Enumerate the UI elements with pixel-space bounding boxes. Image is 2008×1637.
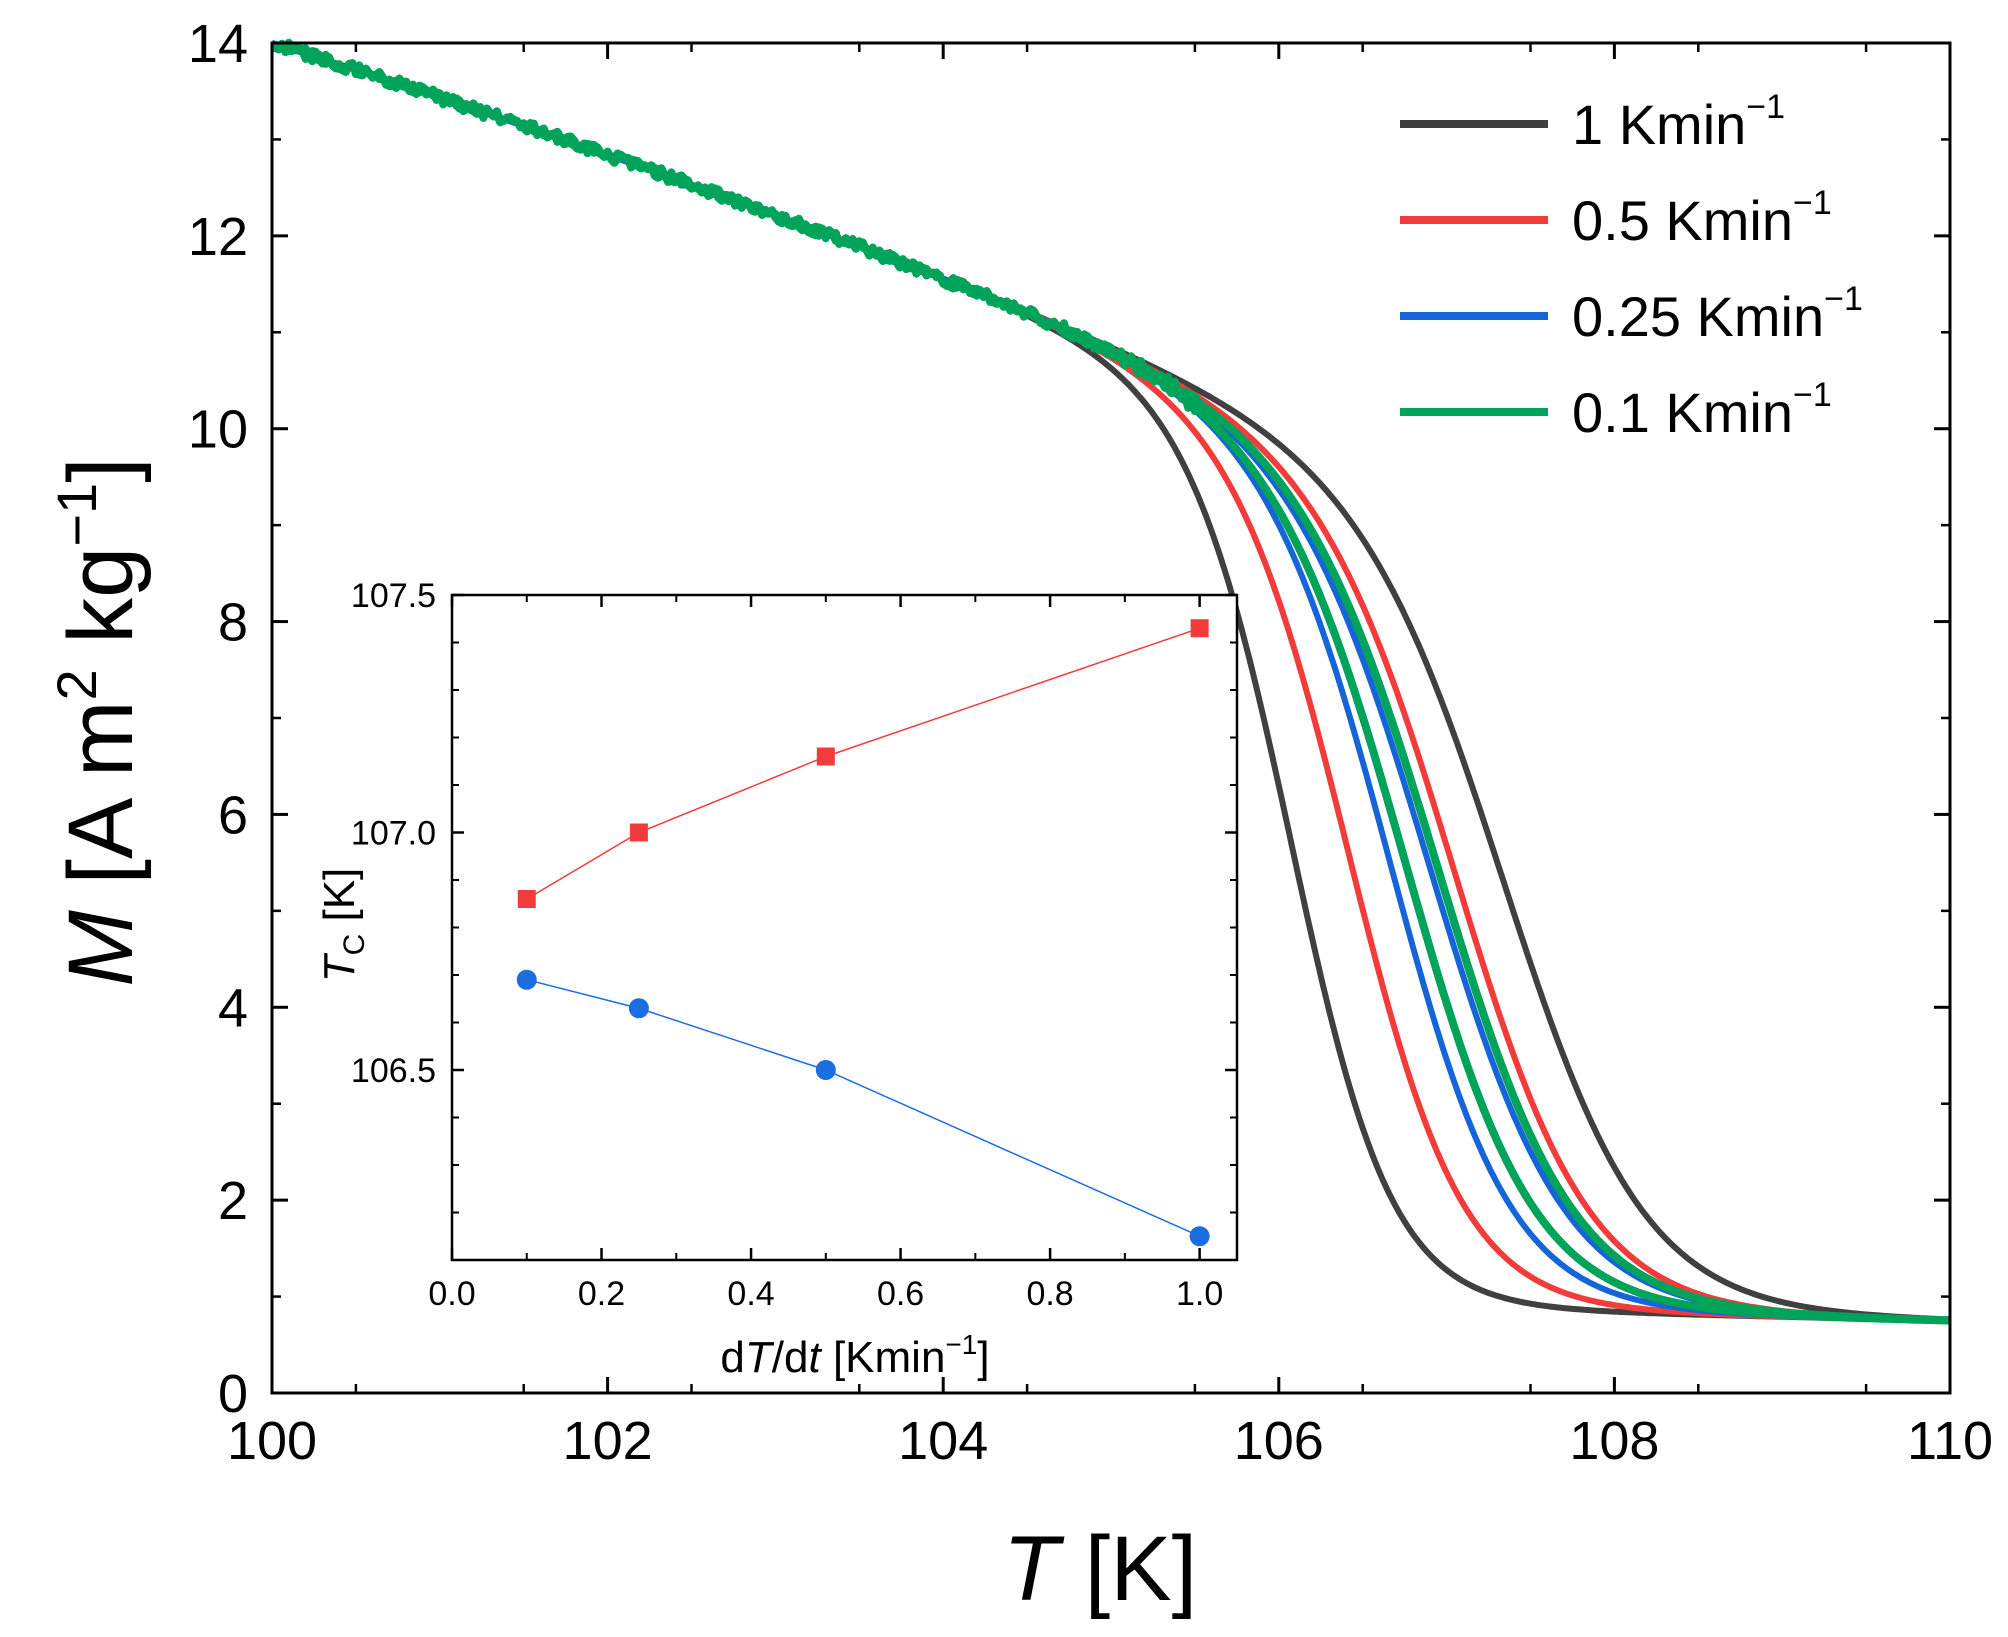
legend-label: 0.1 Kmin−1 [1572,376,1832,444]
x-tick-label: 104 [898,1411,988,1471]
main-curves [271,38,1951,1325]
inset-y-axis-title: TC [K] [315,868,371,983]
inset-x-tick-label: 0.8 [1026,1275,1073,1313]
inset-x-tick-label: 0.0 [428,1275,475,1313]
inset-point-heating [816,747,835,766]
inset-tick-labels: 0.0 0.2 0.4 0.6 0.8 1.0 106.5 107.0 107.5 [351,577,1223,1313]
legend-label: 1 Kmin−1 [1572,88,1785,156]
inset-x-tick-label: 0.2 [578,1275,625,1313]
y-tick-label: 8 [218,593,248,653]
inset-points [516,619,1210,1247]
y-tick-label: 2 [218,1171,248,1231]
inset-line-heating [526,627,1200,900]
inset-axes [450,593,1239,1262]
inset-x-tick-label: 0.6 [877,1275,924,1313]
inset-y-tick-label: 107.0 [351,815,436,853]
main-x-axis-title: T [K] [1003,1518,1197,1620]
inset-x-tick-label: 0.4 [727,1275,774,1313]
inset-y-tick-label: 107.5 [351,577,436,615]
legend: 1 Kmin−1 0.5 Kmin−1 0.25 Kmin−1 0.1 Kmin−1 [1400,88,1863,444]
inset-background [452,595,1237,1260]
y-tick-label: 10 [188,400,248,460]
inset-point-heating [1190,619,1209,638]
inset-y-tick-label: 106.5 [351,1052,436,1090]
inset-point-heating [629,823,648,842]
y-tick-label: 4 [218,978,248,1038]
y-tick-label: 0 [218,1364,248,1424]
x-tick-label: 102 [563,1411,653,1471]
inset-line-cooling [526,978,1200,1237]
inset-point-cooling [628,998,649,1019]
inset-point-cooling [516,969,537,990]
inset-point-heating [517,890,536,908]
y-tick-label: 6 [218,785,248,845]
inset-x-tick-label: 1.0 [1176,1275,1223,1313]
x-tick-label: 110 [1907,1411,1993,1471]
legend-label: 0.25 Kmin−1 [1572,280,1863,348]
inset-x-axis-title: dT/dt [Kmin−1] [720,1329,989,1382]
inset-point-cooling [1189,1226,1210,1247]
inset-lines [526,627,1200,1237]
series-line-0-1-kmin-heating [271,39,1951,1325]
x-tick-label: 108 [1569,1411,1659,1471]
main-y-axis-title: M [A m2 kg−1] [45,457,152,987]
legend-label: 0.5 Kmin−1 [1572,184,1832,252]
y-tick-label: 12 [188,207,248,267]
inset-point-cooling [815,1060,836,1080]
y-tick-label: 14 [188,14,248,74]
inset-chart: 0.0 0.2 0.4 0.6 0.8 1.0 106.5 107.0 107.5 dT/dt … [315,577,1239,1382]
x-tick-label: 106 [1234,1411,1324,1471]
main-tick-labels: 100 102 104 106 108 110 0 2 4 6 8 10 12 14 [188,14,1993,1471]
x-tick-label: 100 [227,1411,317,1471]
main-axes [270,41,1952,1395]
